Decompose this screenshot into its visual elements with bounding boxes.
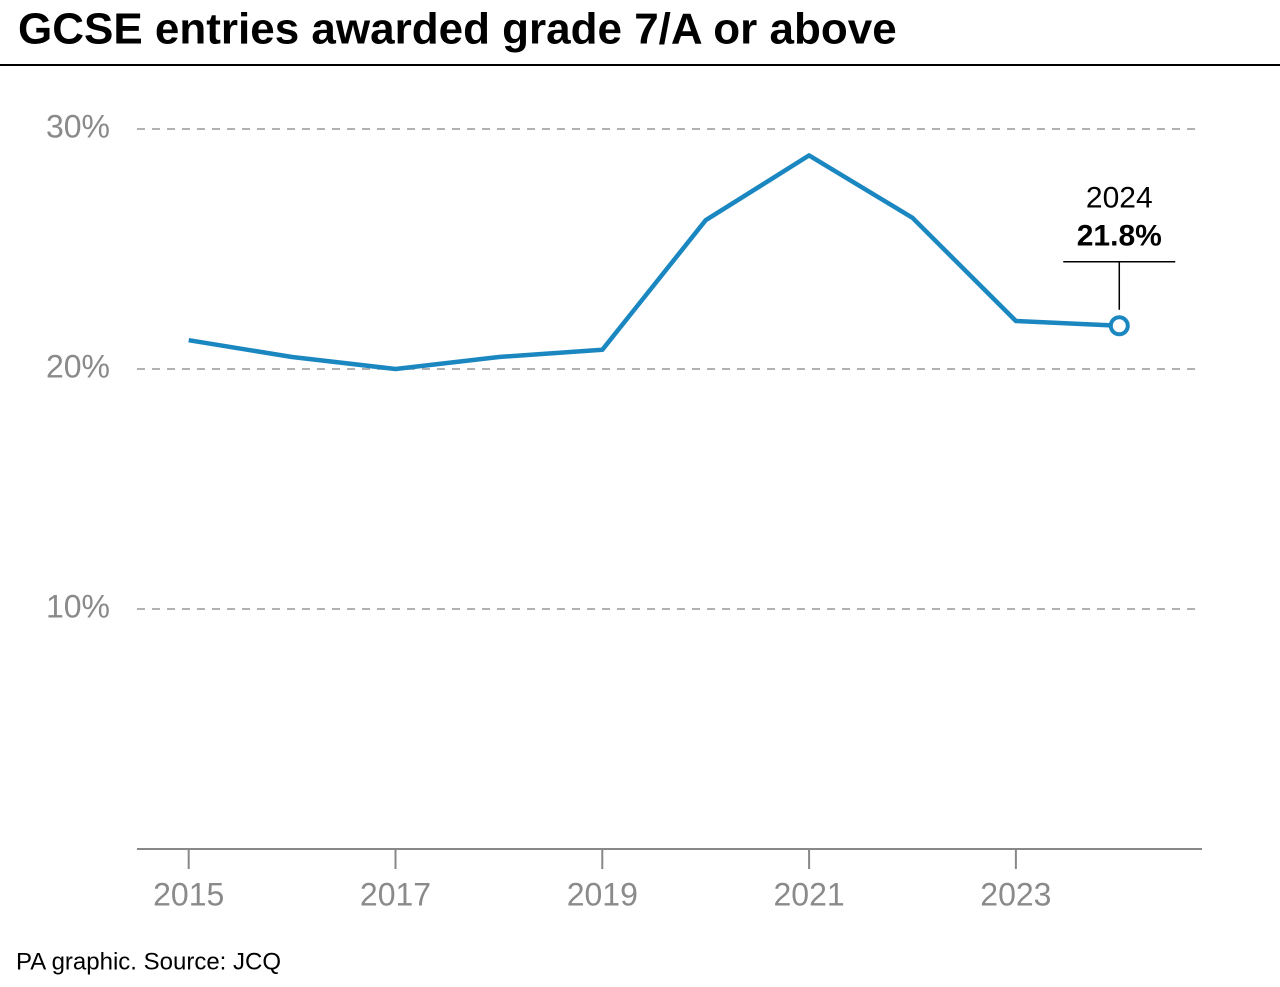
x-tick-label: 2021 [773, 876, 844, 912]
chart-title: GCSE entries awarded grade 7/A or above [18, 5, 897, 54]
y-tick-label: 10% [46, 588, 110, 624]
x-tick-label: 2017 [360, 876, 431, 912]
x-tick-label: 2019 [567, 876, 638, 912]
value-label: 21.8% [1077, 220, 1162, 253]
y-tick-label: 30% [46, 108, 110, 144]
end-marker [1108, 315, 1130, 337]
data-line [188, 153, 1120, 372]
callout-year: 2024 [1086, 182, 1153, 215]
y-tick-label: 20% [46, 348, 110, 384]
source-note: PA graphic. Source: JCQ [16, 948, 281, 975]
x-tick-label: 2015 [153, 876, 224, 912]
x-tick-label: 2023 [980, 876, 1051, 912]
